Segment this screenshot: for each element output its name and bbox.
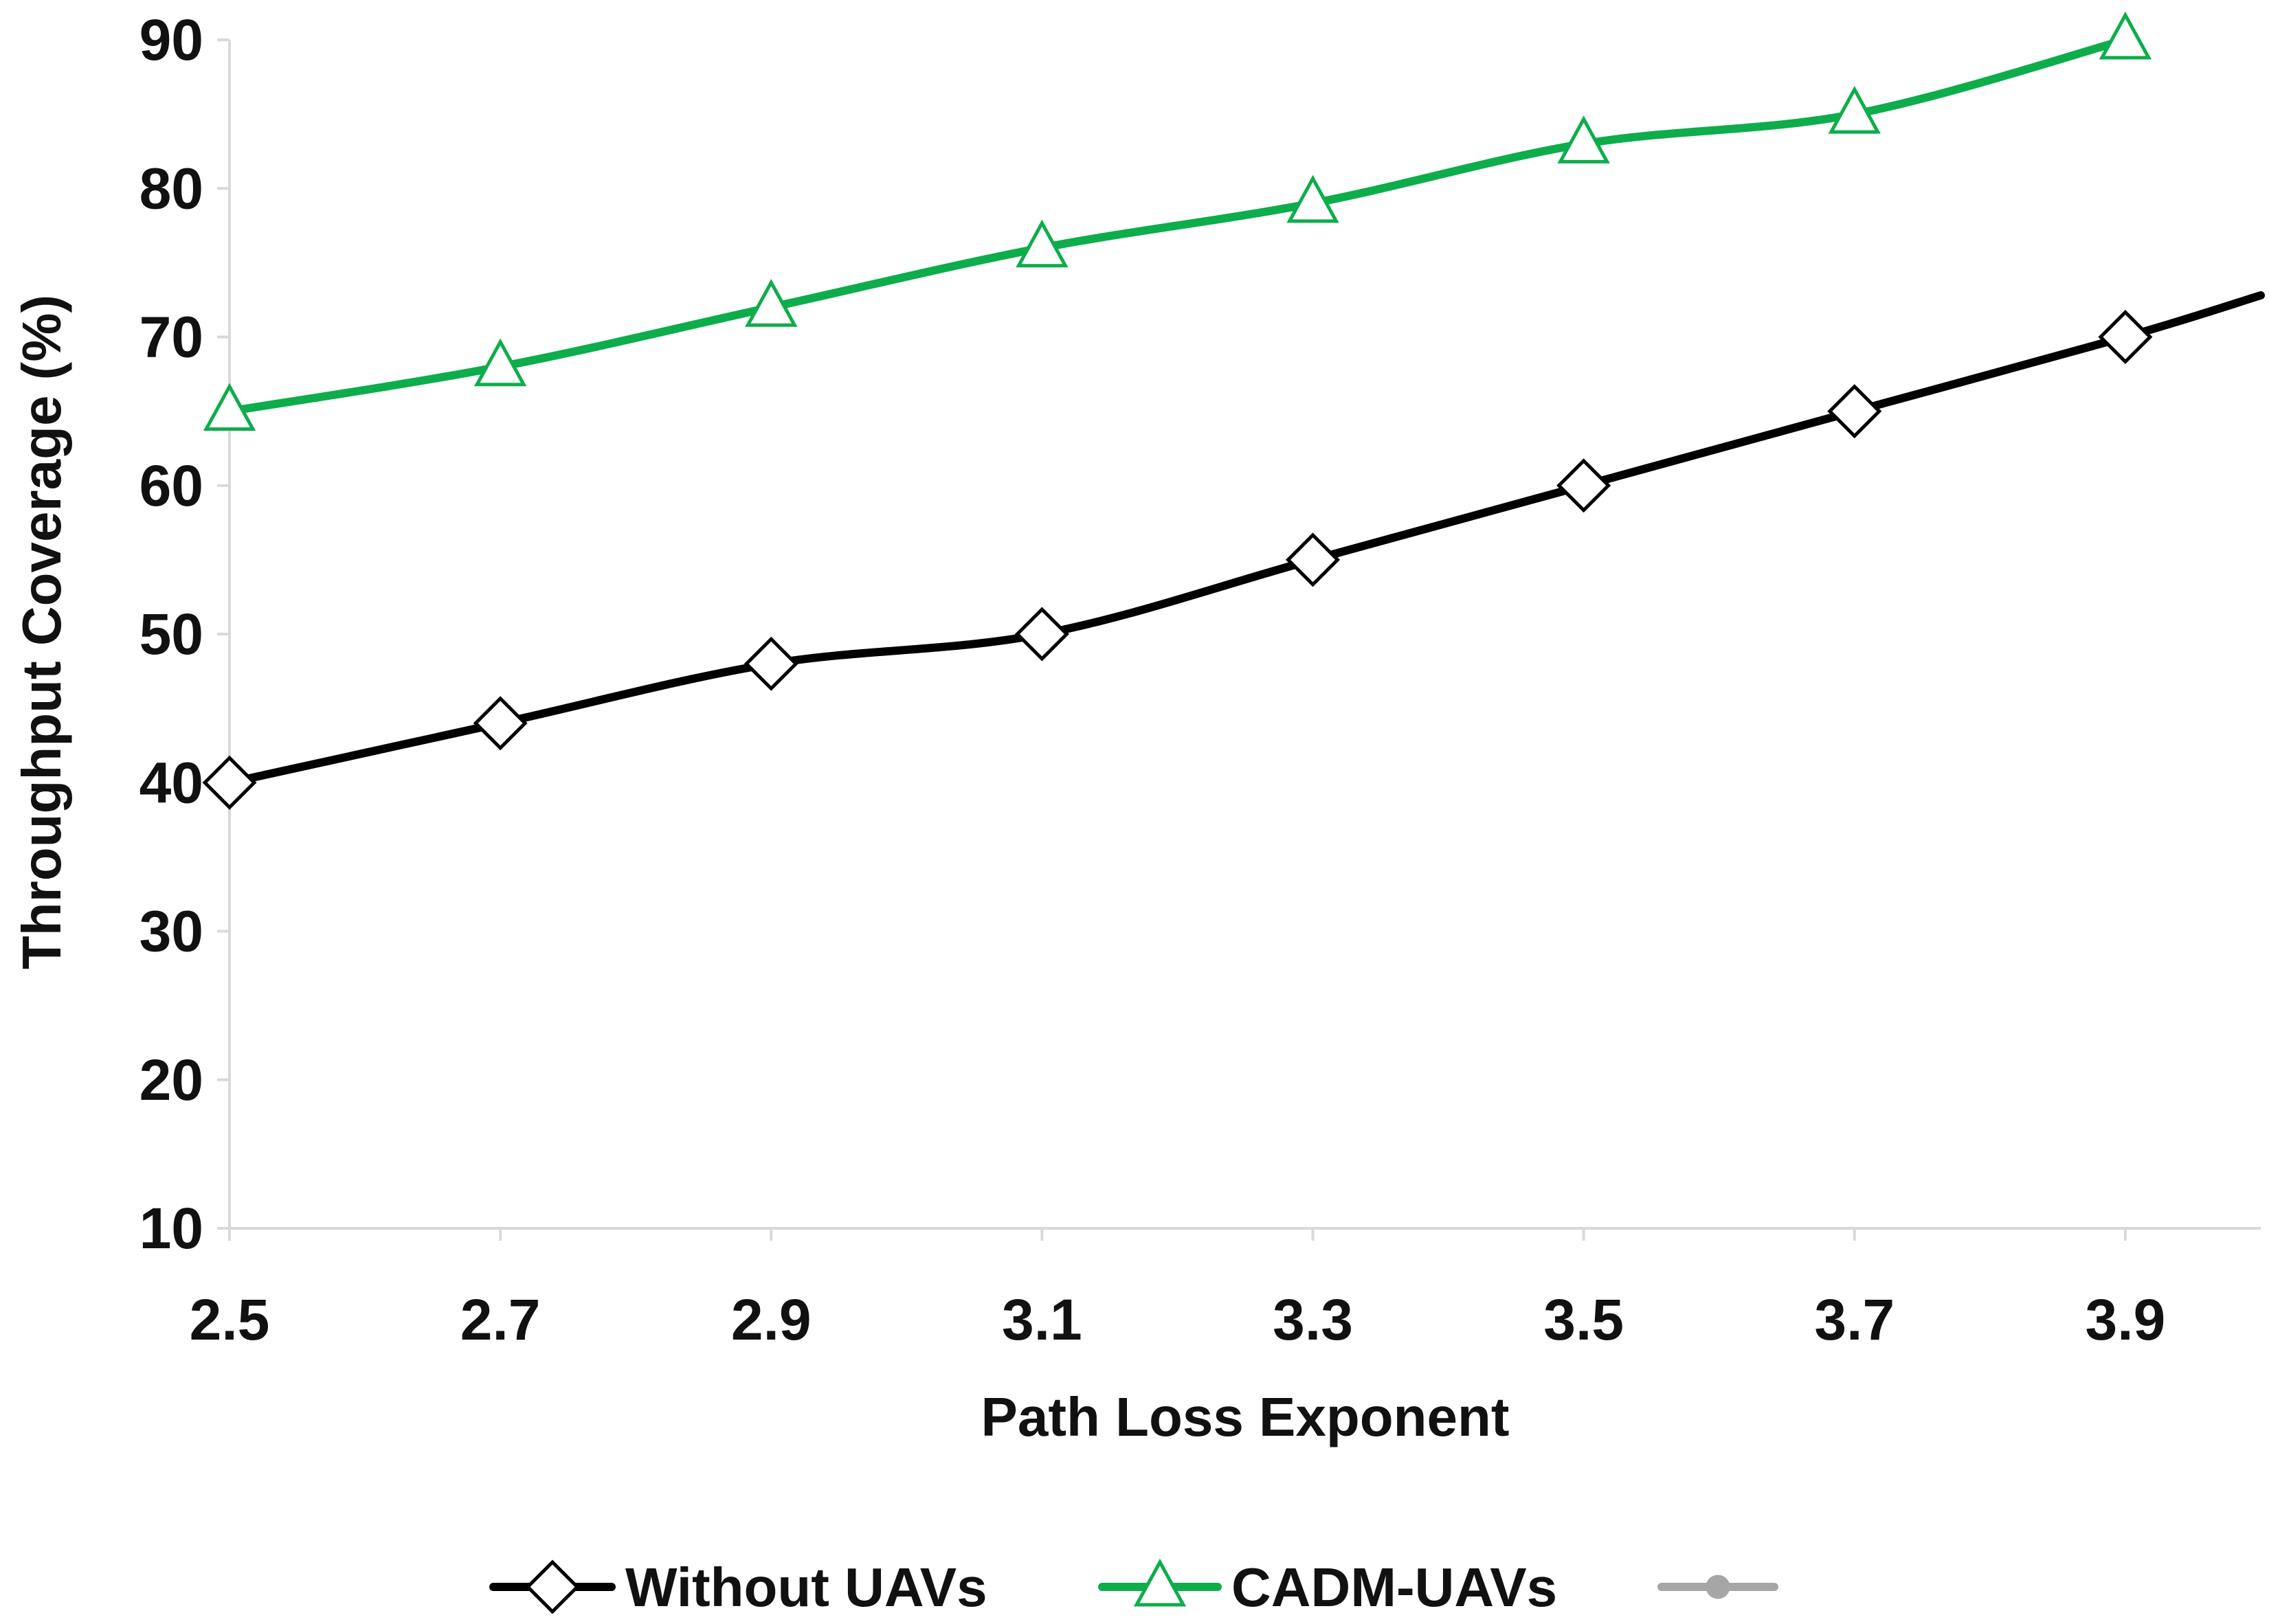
x-tick-label: 3.9 xyxy=(2086,1287,2166,1352)
data-point xyxy=(1828,85,1881,134)
tick-labels: 10 20 30 40 50 60 70 80 90 2.5 2.7 2.9 3.1 3.3 3.5 3.7 3… xyxy=(139,8,2166,1352)
data-point xyxy=(1014,607,1069,662)
y-tick-label: 50 xyxy=(139,602,203,666)
y-tick-label: 10 xyxy=(139,1196,203,1261)
y-tick-label: 20 xyxy=(139,1048,203,1112)
legend-marker xyxy=(1133,1558,1187,1607)
data-point xyxy=(2099,11,2152,60)
series-line xyxy=(225,36,2130,416)
x-tick-label: 3.1 xyxy=(1002,1287,1082,1352)
data-point xyxy=(1556,458,1611,513)
data-point xyxy=(2098,309,2153,365)
x-tick-label: 3.3 xyxy=(1273,1287,1353,1352)
x-tick-label: 3.7 xyxy=(1814,1287,1894,1352)
y-tick-label: 60 xyxy=(139,453,203,518)
x-tick-label: 2.7 xyxy=(460,1287,541,1352)
data-point xyxy=(744,636,798,691)
x-tick-label: 2.9 xyxy=(731,1287,812,1352)
y-tick-label: 80 xyxy=(139,156,203,221)
y-tick-label: 30 xyxy=(139,899,203,964)
y-axis-title: Throughput Coverage (%) xyxy=(11,295,72,969)
series-line xyxy=(225,291,2265,787)
series-layer xyxy=(202,11,2265,810)
x-tick-label: 3.5 xyxy=(1543,1287,1624,1352)
legend-marker xyxy=(1706,1575,1730,1599)
y-tick-label: 70 xyxy=(139,305,203,370)
x-axis-title: Path Loss Exponent xyxy=(981,1386,1510,1447)
legend-label: Without UAVs xyxy=(625,1557,987,1618)
data-point xyxy=(1285,532,1341,587)
y-tick-label: 90 xyxy=(139,8,203,72)
data-point xyxy=(1827,384,1882,439)
data-point xyxy=(1016,219,1069,268)
data-point xyxy=(473,338,527,387)
x-tick-label: 2.5 xyxy=(190,1287,270,1352)
y-tick-label: 40 xyxy=(139,750,203,815)
data-point xyxy=(1557,115,1610,163)
data-point xyxy=(745,279,798,327)
data-point xyxy=(1286,174,1339,223)
legend-marker xyxy=(525,1559,580,1614)
data-point xyxy=(202,755,257,810)
legend-label: CADM-UAVs xyxy=(1231,1557,1557,1618)
data-point xyxy=(473,696,528,751)
data-point xyxy=(203,383,256,431)
legend: Without UAVs CADM-UAVs xyxy=(489,1557,1778,1618)
